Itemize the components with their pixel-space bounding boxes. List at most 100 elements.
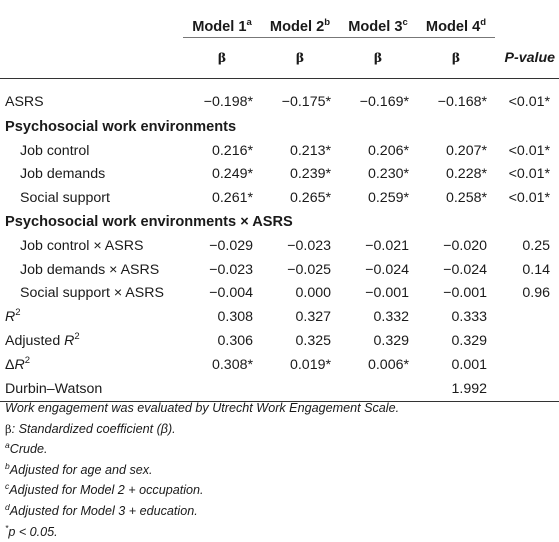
table-row-job-demands: Job demands 0.249* 0.239* 0.230* 0.228* …: [0, 163, 559, 187]
cell-m4: −0.020: [443, 237, 487, 254]
table-row-delta-r2: ΔR2 0.308* 0.019* 0.006* 0.001: [0, 353, 559, 377]
cell-p: 0.25: [522, 237, 550, 254]
cell-m2: −0.023: [287, 237, 331, 254]
row-label: Durbin–Watson: [5, 380, 103, 397]
beta-header-2: β: [261, 37, 339, 79]
cell-m3: −0.169*: [359, 94, 409, 110]
cell-m1: −0.029: [209, 237, 253, 254]
table-row-asrs: ASRS −0.198* −0.175* −0.169* −0.168* <0.…: [0, 79, 559, 116]
cell-m2: 0.265*: [289, 190, 331, 207]
footnote-b: bAdjusted for age and sex.: [5, 460, 153, 477]
pvalue-header: P-value: [504, 49, 555, 66]
cell-m3: −0.001: [365, 285, 409, 302]
header-model-2: Model 2b: [269, 17, 331, 35]
cell-m1: −0.023: [209, 261, 253, 278]
table-footnotes: Work engagement was evaluated by Utrecht…: [5, 398, 555, 542]
header-blank-2: [0, 38, 183, 79]
table-row-ss-x-asrs: Social support × ASRS −0.004 0.000 −0.00…: [0, 282, 559, 306]
footnote-a: aCrude.: [5, 440, 48, 457]
cell-m4: 0.329: [451, 333, 487, 350]
cell-m1: 0.261*: [211, 190, 253, 207]
header-blank-p: [495, 0, 559, 38]
beta-header-4: β: [417, 37, 495, 79]
regression-table: Model 1a Model 2b Model 3c Model 4d β β …: [0, 0, 559, 402]
row-label: Adjusted R2: [5, 331, 80, 350]
cell-m4: −0.001: [443, 285, 487, 302]
cell-m2: 0.019*: [289, 356, 331, 373]
table-row-jd-x-asrs: Job demands × ASRS −0.023 −0.025 −0.024 …: [0, 258, 559, 282]
table-row-durbin-watson: Durbin–Watson 1.992: [0, 377, 559, 402]
cell-m1: −0.198*: [203, 94, 253, 110]
table-row-adjusted-r2: Adjusted R2 0.306 0.325 0.329 0.329: [0, 329, 559, 353]
header-model-1: Model 1a: [192, 17, 252, 35]
cell-p: <0.01*: [508, 166, 550, 183]
cell-m1: −0.004: [209, 285, 253, 302]
cell-m4: −0.168*: [437, 94, 487, 110]
cell-m3: −0.021: [365, 237, 409, 254]
table-row-jc-x-asrs: Job control × ASRS −0.029 −0.023 −0.021 …: [0, 234, 559, 258]
cell-m1: 0.306: [217, 333, 253, 350]
cell-p: [495, 329, 559, 353]
header-row-models: Model 1a Model 2b Model 3c Model 4d: [0, 0, 559, 38]
cell-p: [495, 353, 559, 377]
cell-m2: 0.000: [295, 285, 331, 302]
row-label: ΔR2: [5, 354, 31, 373]
cell-p: <0.01*: [508, 142, 550, 159]
cell-p: 0.14: [522, 261, 550, 278]
cell-p: [495, 305, 559, 329]
row-label: ASRS: [5, 94, 44, 110]
cell-m4: 0.258*: [445, 190, 487, 207]
cell-m2: −0.175*: [281, 94, 331, 110]
cell-m3: 0.332: [373, 309, 409, 326]
header-model-4: Model 4d: [425, 17, 487, 35]
cell-m3: 0.259*: [367, 190, 409, 207]
section-header-psychosocial: Psychosocial work environments: [0, 115, 559, 139]
footnote-c: cAdjusted for Model 2 + occupation.: [5, 481, 204, 498]
row-label: Social support: [20, 190, 110, 207]
cell-m4: 1.992: [451, 380, 487, 397]
cell-p: <0.01*: [508, 190, 550, 207]
footnote-scale: Work engagement was evaluated by Utrecht…: [5, 401, 400, 415]
cell-m4: 0.333: [451, 309, 487, 326]
header-blank: [0, 0, 183, 38]
cell-m3: 0.006*: [367, 356, 409, 373]
cell-m4: 0.228*: [445, 166, 487, 183]
header-row-beta: β β β β P-value: [0, 37, 559, 79]
section-header-interaction: Psychosocial work environments × ASRS: [0, 210, 559, 234]
cell-p: <0.01*: [508, 94, 550, 110]
row-label: Job demands: [20, 166, 106, 183]
row-label: Job demands × ASRS: [20, 261, 160, 278]
row-label: Job control × ASRS: [20, 237, 144, 254]
cell-m3: 0.206*: [367, 142, 409, 159]
cell-m4: 0.001: [451, 356, 487, 373]
table-row-job-control: Job control 0.216* 0.213* 0.206* 0.207* …: [0, 139, 559, 163]
cell-m1: 0.308*: [211, 356, 253, 373]
cell-m4: −0.024: [443, 261, 487, 278]
row-label: Social support × ASRS: [20, 285, 164, 302]
cell-m3: 0.329: [373, 333, 409, 350]
cell-m2: 0.327: [295, 309, 331, 326]
cell-m2: 0.239*: [289, 166, 331, 183]
table-row-r2: R2 0.308 0.327 0.332 0.333: [0, 305, 559, 329]
header-model-3: Model 3c: [348, 17, 408, 35]
footnote-beta: β: Standardized coefficient (β).: [5, 421, 176, 436]
cell-m3: −0.024: [365, 261, 409, 278]
cell-p: 0.96: [522, 285, 550, 302]
footnote-significance: *p < 0.05.: [5, 522, 58, 539]
cell-m4: 0.207*: [445, 142, 487, 159]
cell-m1: 0.308: [217, 309, 253, 326]
cell-m1: 0.216*: [211, 142, 253, 159]
row-label: R2: [5, 307, 21, 326]
cell-m2: −0.025: [287, 261, 331, 278]
beta-header-3: β: [339, 37, 417, 79]
cell-m2: 0.325: [295, 333, 331, 350]
section-label: Psychosocial work environments × ASRS: [5, 214, 293, 231]
row-label: Job control: [20, 142, 90, 159]
beta-header-1: β: [183, 37, 261, 79]
footnote-d: dAdjusted for Model 3 + education.: [5, 501, 198, 518]
cell-m2: 0.213*: [289, 142, 331, 159]
cell-m1: 0.249*: [211, 166, 253, 183]
cell-m3: 0.230*: [367, 166, 409, 183]
table-row-social-support: Social support 0.261* 0.265* 0.259* 0.25…: [0, 186, 559, 210]
section-label: Psychosocial work environments: [5, 118, 237, 135]
